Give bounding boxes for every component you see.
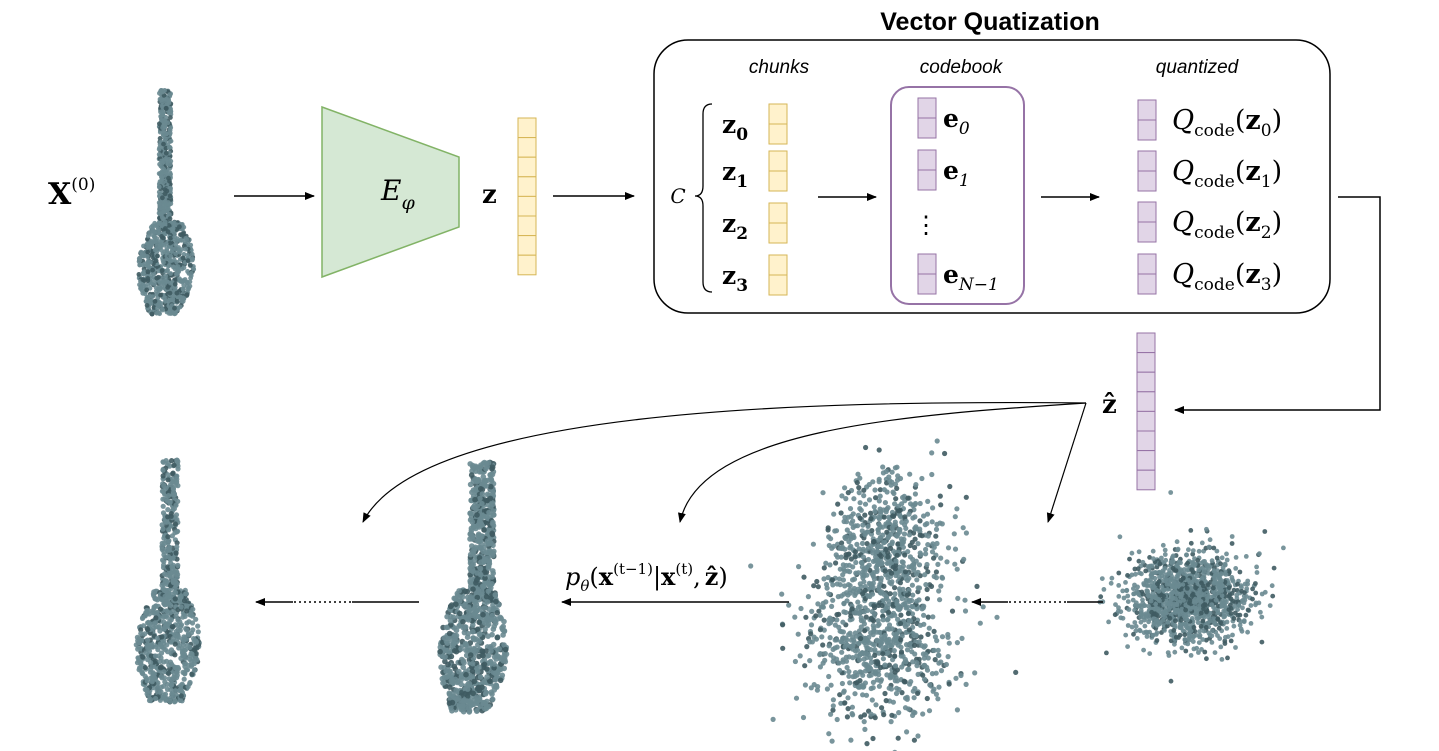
vq-title: Vector Quatization <box>880 8 1099 36</box>
quantized-latent-cell <box>1136 450 1156 471</box>
quantized-vector <box>1137 253 1157 295</box>
noisy-point-cloud-icon <box>748 438 1019 751</box>
quantized-latent-cell <box>1136 410 1156 432</box>
latent-cell <box>517 235 537 256</box>
chunk-vector <box>768 103 788 145</box>
arrow-vq-to-zhat <box>1174 196 1381 414</box>
denoise-formula: pθ(x(t−1)|x(t), ẑ) <box>565 560 728 595</box>
quantized-vector <box>1137 150 1157 192</box>
codebook-vector <box>917 97 937 139</box>
quantized-latent-cell <box>1136 391 1156 412</box>
chunk-label: z1 <box>722 157 748 192</box>
quantized-list: Qcode(z0) Qcode(z1) Qcode(z2) Qcode(z3) <box>1137 99 1282 295</box>
codebook-vector <box>917 253 937 295</box>
codebook-entry-label: e1 <box>943 156 970 191</box>
chunks-list: z0 z1 z2 z3 <box>722 103 788 296</box>
chunk-label: z3 <box>722 261 748 296</box>
latent-cell <box>517 215 537 237</box>
chunk-count-label: C <box>670 184 685 208</box>
latent-label: z <box>482 180 497 210</box>
latent-cell <box>517 117 537 139</box>
codebook-entry-label: eN−1 <box>943 260 999 295</box>
latent-cell <box>517 195 537 217</box>
vq-container <box>653 39 1331 314</box>
chunks-header: chunks <box>749 57 810 78</box>
quantized-latent-cell <box>1136 332 1156 354</box>
codebook-box <box>890 86 1025 305</box>
quantized-latent-vector <box>1136 332 1156 491</box>
codebook-entry-label: e0 <box>943 104 970 139</box>
quantized-latent-label: ẑ <box>1102 390 1117 420</box>
quantized-vector <box>1137 201 1157 243</box>
chunk-brace <box>694 103 713 293</box>
quantized-latent-cell <box>1136 371 1156 393</box>
gaussian-noise-point-cloud-icon <box>1097 490 1286 684</box>
quantized-latent-cell <box>1136 469 1156 491</box>
chunk-vector <box>768 150 788 192</box>
final-guitar-point-cloud-icon <box>133 457 202 705</box>
quantized-latent-cell <box>1136 430 1156 452</box>
condition-arrow-final <box>362 401 1087 523</box>
condition-arrow-mid <box>678 402 1087 523</box>
denoised-guitar-point-cloud-icon <box>437 459 510 715</box>
quantized-header: quantized <box>1156 57 1240 78</box>
condition-arrow-noise <box>1046 402 1087 523</box>
quantized-vector <box>1137 99 1157 141</box>
codebook-header: codebook <box>920 57 1004 78</box>
encoder-block <box>321 105 460 279</box>
latent-cell <box>517 156 537 178</box>
chunk-vector <box>768 254 788 296</box>
latent-cell <box>517 137 537 158</box>
latent-vector <box>517 117 537 276</box>
latent-cell <box>517 176 537 197</box>
encoder-label: Eφ <box>380 174 415 214</box>
chunk-label: z0 <box>722 110 748 145</box>
input-label: X(0) <box>48 175 95 212</box>
quantized-label: Qcode(z1) <box>1172 156 1282 192</box>
codebook-vector <box>917 149 937 191</box>
input-guitar-point-cloud-icon <box>136 88 197 317</box>
codebook-ellipsis: ⋮ <box>914 211 938 239</box>
quantized-latent-cell <box>1136 352 1156 373</box>
quantized-label: Qcode(z2) <box>1172 207 1282 243</box>
latent-cell <box>517 254 537 276</box>
chunk-label: z2 <box>722 209 748 244</box>
quantized-label: Qcode(z0) <box>1172 105 1282 141</box>
chunk-vector <box>768 202 788 244</box>
codebook-list: e0 e1 eN−1⋮ <box>914 97 999 295</box>
quantized-label: Qcode(z3) <box>1172 259 1282 295</box>
